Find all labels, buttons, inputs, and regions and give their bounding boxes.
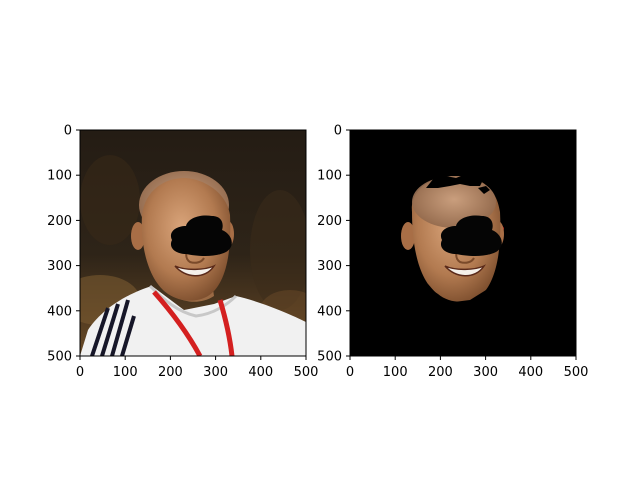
left-axes-frame xyxy=(79,129,307,357)
jersey xyxy=(80,286,306,356)
left-x-tick-label: 400 xyxy=(248,365,273,380)
right-x-tick-label: 200 xyxy=(428,365,453,380)
right-y-tick-label: 200 xyxy=(317,214,342,229)
right-y-tick-label: 500 xyxy=(317,350,342,365)
left-y-tick-label: 400 xyxy=(47,304,72,319)
left-axis-ticks: 0 100 200 300 400 500 0 100 200 300 400 500 xyxy=(47,124,318,381)
left-y-tick-label: 500 xyxy=(47,350,72,365)
jersey-stripes xyxy=(90,299,136,356)
right-image xyxy=(350,130,576,356)
left-panel: 0 100 200 300 400 500 0 100 200 300 400 500 xyxy=(47,124,318,381)
right-x-tick-label: 0 xyxy=(346,365,354,380)
lanyard xyxy=(152,290,203,356)
right-axis-ticks: 0 100 200 300 400 500 0 100 200 300 400 500 xyxy=(317,124,588,381)
right-panel: 0 100 200 300 400 500 0 100 200 300 400 500 xyxy=(317,124,588,381)
left-x-tick-label: 500 xyxy=(294,365,319,380)
left-image xyxy=(80,130,306,356)
right-x-tick-label: 100 xyxy=(383,365,408,380)
left-x-tick-label: 100 xyxy=(113,365,138,380)
right-axes-frame xyxy=(349,129,577,357)
left-y-tick-label: 0 xyxy=(64,124,72,139)
left-x-tick-label: 200 xyxy=(158,365,183,380)
right-y-tick-label: 300 xyxy=(317,259,342,274)
right-y-tick-label: 400 xyxy=(317,304,342,319)
left-y-tick-label: 100 xyxy=(47,169,72,184)
right-y-tick-label: 0 xyxy=(334,124,342,139)
left-y-tick-label: 200 xyxy=(47,214,72,229)
left-x-tick-label: 300 xyxy=(203,365,228,380)
left-y-tick-label: 300 xyxy=(47,259,72,274)
right-y-tick-label: 100 xyxy=(317,169,342,184)
left-x-tick-label: 0 xyxy=(76,365,84,380)
right-x-tick-label: 300 xyxy=(473,365,498,380)
right-x-tick-label: 500 xyxy=(564,365,589,380)
right-x-tick-label: 400 xyxy=(518,365,543,380)
eye-occlusion xyxy=(440,215,502,256)
